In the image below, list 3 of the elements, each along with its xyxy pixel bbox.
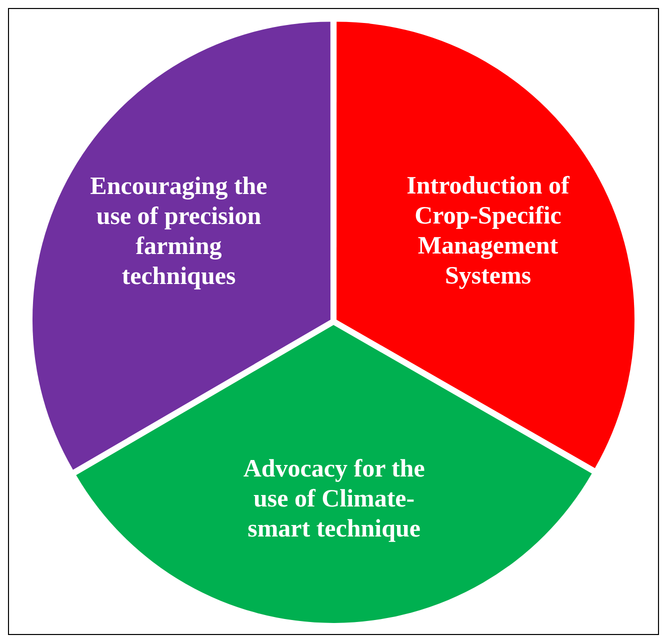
slice-label: Introduction of Crop-Specific Management Systems <box>406 172 570 290</box>
slice-label: Encouraging the use of precision farming techniques <box>90 173 268 290</box>
slice-label: Advocacy for the use of Climate-smart technique <box>243 455 425 542</box>
